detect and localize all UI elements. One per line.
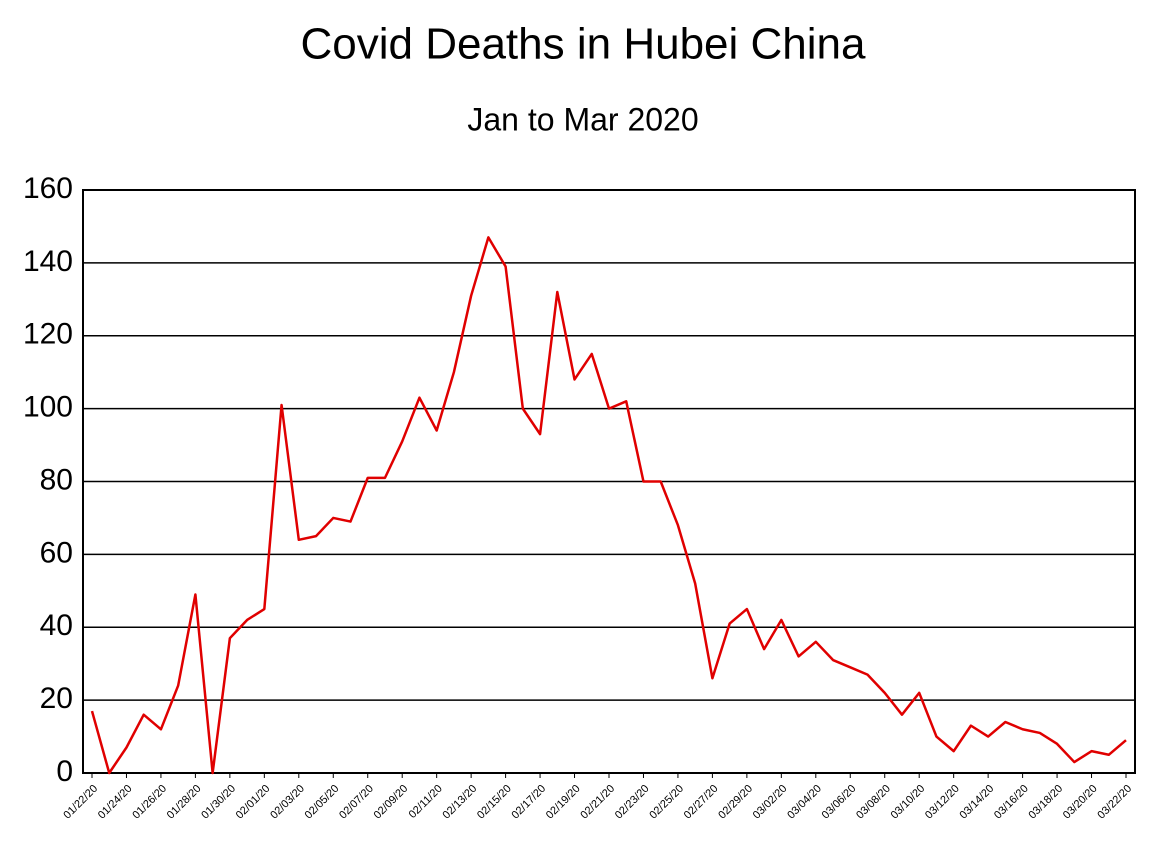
y-tick-label: 60 — [40, 536, 73, 569]
y-tick-label: 140 — [23, 245, 73, 278]
chart-title: Covid Deaths in Hubei China — [301, 20, 867, 69]
y-tick-label: 0 — [56, 755, 73, 788]
y-tick-label: 160 — [23, 172, 73, 205]
data-line — [90, 236, 1127, 775]
chart-subtitle: Jan to Mar 2020 — [467, 101, 698, 137]
y-tick-label: 120 — [23, 318, 73, 351]
y-tick-label: 100 — [23, 391, 73, 424]
y-tick-label: 40 — [40, 609, 73, 642]
y-tick-label: 80 — [40, 463, 73, 496]
y-tick-label: 20 — [40, 682, 73, 715]
